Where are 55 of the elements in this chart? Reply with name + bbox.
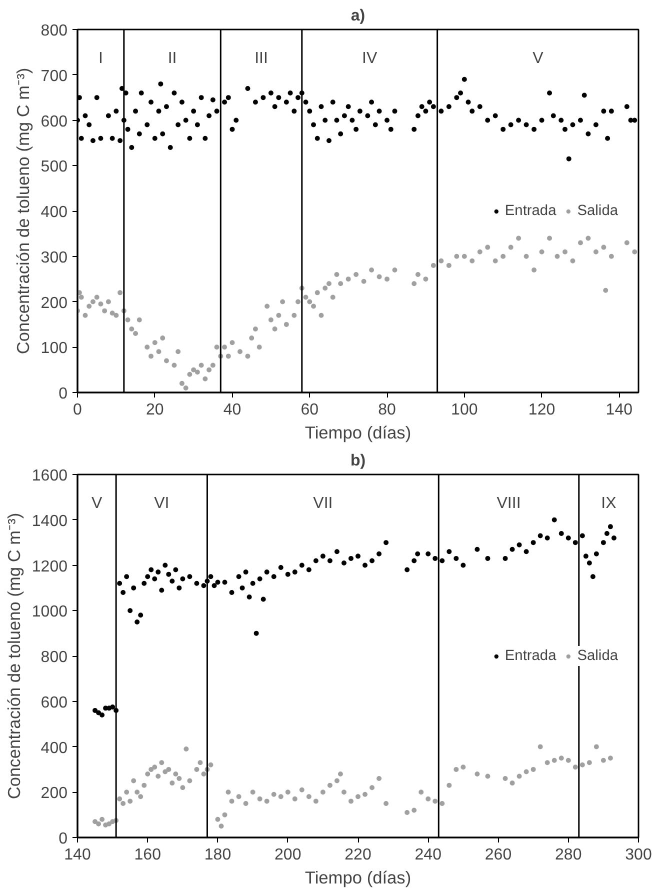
x-tick-label: 100 (451, 402, 478, 418)
annotation: V (91, 495, 102, 512)
x-tick-label: 40 (223, 402, 242, 418)
x-tick-label: 200 (274, 846, 302, 864)
legend-label: Salida (577, 202, 618, 218)
annotation: III (254, 50, 268, 68)
y-tick-label: 400 (40, 740, 68, 757)
x-tick-label: 140 (64, 846, 91, 864)
x-tick-label: 260 (484, 846, 512, 864)
x-axis-title: Tiempo (días) (304, 422, 412, 442)
y-tick-label: 800 (40, 649, 68, 666)
x-tick-label: 120 (528, 402, 556, 418)
x-tick-label: 60 (300, 402, 319, 418)
x-tick-label: 300 (625, 846, 652, 864)
annotation: IX (601, 495, 617, 512)
x-tick-label: 160 (134, 846, 162, 864)
annotation: V (532, 50, 544, 68)
y-tick-label: 1000 (32, 604, 68, 621)
x-tick-label: 0 (73, 402, 82, 418)
annotation: VI (154, 495, 170, 512)
y-tick-label: 600 (40, 113, 68, 130)
y-tick-label: 400 (40, 204, 68, 221)
chart-title: b) (350, 452, 366, 470)
y-tick-label: 800 (40, 22, 68, 40)
legend-label: Entrada (504, 648, 556, 664)
annotation: IV (362, 50, 378, 68)
y-tick-label: 0 (58, 386, 68, 402)
annotation: VII (313, 495, 333, 512)
y-tick-label: 1600 (32, 468, 68, 484)
y-tick-label: 600 (40, 694, 68, 712)
x-tick-label: 20 (146, 402, 164, 418)
x-tick-label: 140 (606, 402, 633, 418)
x-tick-label: 220 (344, 846, 372, 864)
y-tick-label: 300 (40, 249, 68, 266)
chart-title: a) (350, 8, 366, 24)
annotation: II (168, 50, 177, 68)
x-tick-label: 180 (204, 846, 232, 864)
y-tick-label: 500 (40, 158, 68, 176)
y-tick-label: 200 (40, 785, 68, 802)
legend-label: Entrada (504, 202, 556, 218)
legend-label: Salida (577, 648, 618, 664)
y-tick-label: 1200 (32, 558, 68, 576)
x-tick-label: 280 (555, 846, 582, 864)
y-tick-label: 0 (58, 830, 68, 848)
x-axis-title: Tiempo (días) (304, 868, 412, 888)
annotation: VIII (496, 495, 521, 512)
y-axis-title: Concentración de tolueno (mg C m⁻³) (4, 512, 24, 800)
y-tick-label: 100 (40, 340, 68, 358)
y-tick-label: 200 (40, 294, 68, 312)
x-tick-label: 80 (378, 402, 396, 418)
annotation: I (98, 50, 103, 68)
y-tick-label: 1400 (32, 512, 68, 530)
y-axis-title: Concentración de tolueno (mg C m⁻³) (12, 68, 33, 354)
y-tick-label: 700 (40, 68, 68, 85)
x-tick-label: 240 (414, 846, 442, 864)
